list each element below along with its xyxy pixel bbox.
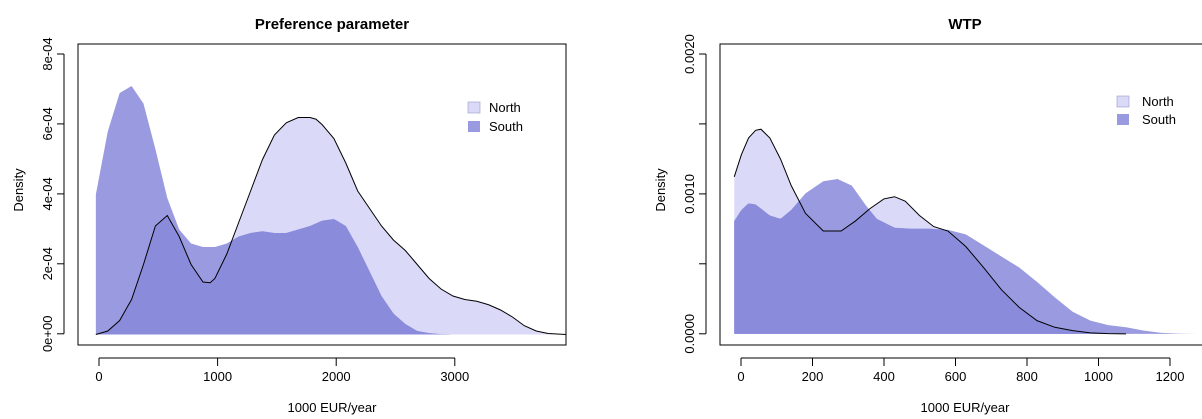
x-axis: 0 200 400 600 800 1000 1200 xyxy=(737,357,1185,384)
x-tick-label: 1200 xyxy=(1156,369,1185,384)
y-tick-label: 2e-04 xyxy=(40,247,55,280)
y-tick-label: 0.0010 xyxy=(682,174,697,214)
chart-title: WTP xyxy=(948,16,981,33)
y-tick-label: 4e-04 xyxy=(40,177,55,210)
legend: North South xyxy=(467,100,523,134)
y-tick-label: 0.0020 xyxy=(682,34,697,74)
north-density-line xyxy=(95,117,567,335)
legend-label-south: South xyxy=(1142,112,1176,127)
x-tick-label: 1000 xyxy=(1084,369,1113,384)
overlap-density-fill xyxy=(95,215,453,335)
x-axis-label: 1000 EUR/year xyxy=(288,400,378,415)
panel-preference-parameter: Preference parameter Density 1000 EUR/ye… xyxy=(11,16,567,415)
y-axis: 0e+00 2e-04 4e-04 6e-04 8e-04 xyxy=(40,37,65,353)
legend-swatch-south xyxy=(1117,114,1129,125)
plot-frame xyxy=(77,43,567,346)
plot-area xyxy=(733,128,1198,335)
x-tick-label: 0 xyxy=(95,369,102,384)
north-density-line xyxy=(733,128,1127,335)
y-tick-label: 6e-04 xyxy=(40,107,55,140)
x-tick-label: 2000 xyxy=(322,369,351,384)
x-tick-label: 1000 xyxy=(203,369,232,384)
legend-label-north: North xyxy=(489,100,521,115)
legend-swatch-south xyxy=(468,121,480,132)
y-tick-label: 0e+00 xyxy=(40,316,55,353)
y-tick-label: 0.0000 xyxy=(682,314,697,354)
y-tick-label: 8e-04 xyxy=(40,37,55,70)
x-tick-label: 0 xyxy=(737,369,744,384)
legend-swatch-north xyxy=(1116,95,1130,108)
x-tick-label: 400 xyxy=(873,369,895,384)
panel-wtp: WTP Density 1000 EUR/year 0 200 400 600 … xyxy=(653,16,1202,415)
y-axis: 0.0000 0.0010 0.0020 xyxy=(682,34,707,354)
legend-label-north: North xyxy=(1142,94,1174,109)
x-axis: 0 1000 2000 3000 xyxy=(95,357,469,384)
legend-swatch-north xyxy=(467,101,481,114)
y-axis-label: Density xyxy=(653,168,668,212)
x-axis-label: 1000 EUR/year xyxy=(921,400,1011,415)
plot-frame xyxy=(719,43,1202,346)
chart-title: Preference parameter xyxy=(255,16,409,33)
x-tick-label: 800 xyxy=(1016,369,1038,384)
x-tick-label: 600 xyxy=(945,369,967,384)
x-tick-label: 200 xyxy=(802,369,824,384)
x-tick-label: 3000 xyxy=(440,369,469,384)
plot-area xyxy=(95,86,567,335)
legend-label-south: South xyxy=(489,119,523,134)
legend: North South xyxy=(1116,94,1176,127)
y-axis-label: Density xyxy=(11,168,26,212)
overlap-density-fill xyxy=(734,201,1127,334)
